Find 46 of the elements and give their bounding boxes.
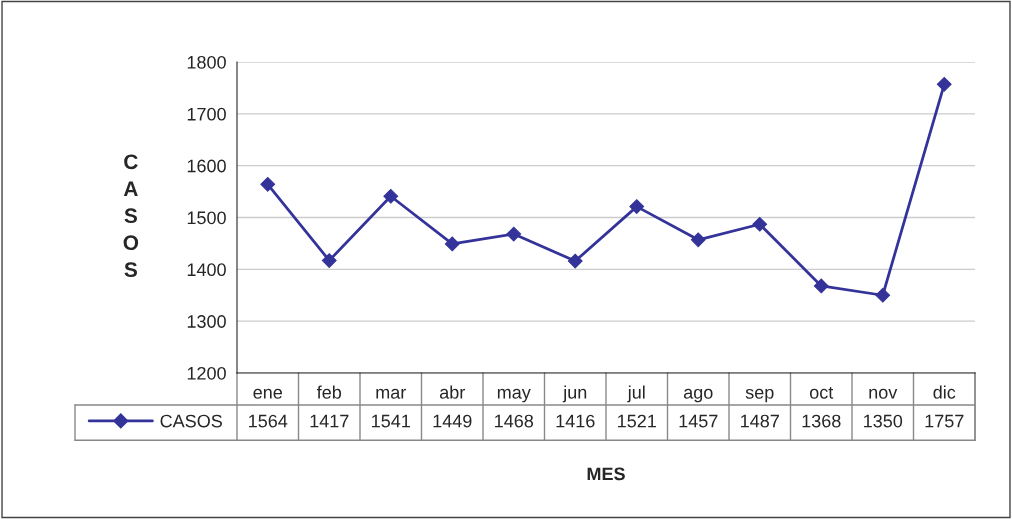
legend-label: CASOS <box>160 414 222 428</box>
x-tick-label: oct <box>809 386 834 399</box>
data-label: 1564 <box>249 414 288 428</box>
point <box>321 253 337 268</box>
x-tick-label: may <box>497 388 531 403</box>
data-label: 1757 <box>925 414 964 428</box>
data-label: 1521 <box>618 414 656 428</box>
x-tick-label: mar <box>376 388 406 399</box>
y-tick-label: 1300 <box>187 315 226 328</box>
data-label: 1487 <box>741 414 779 428</box>
data-label: 1457 <box>679 414 718 428</box>
y-tick-label: 1200 <box>187 366 226 380</box>
x-tick-label: ago <box>683 388 713 403</box>
data-label: 1368 <box>802 414 841 428</box>
point <box>813 278 829 294</box>
data-label: 1468 <box>495 414 534 428</box>
x-tick-label: sep <box>745 388 774 403</box>
data-label: 1350 <box>864 414 903 428</box>
data-label: 1541 <box>372 414 410 428</box>
point <box>444 236 460 252</box>
point <box>260 176 276 192</box>
x-tick-label: dic <box>933 385 956 399</box>
y-tick-label: 1700 <box>187 107 226 121</box>
x-tick-label: nov <box>869 388 898 399</box>
point <box>936 76 952 92</box>
y-axis-title: CASOS <box>123 154 139 278</box>
x-tick-label: feb <box>316 385 342 399</box>
x-tick-label: jul <box>627 385 645 403</box>
point <box>629 199 645 215</box>
y-tick-label: 1400 <box>187 263 226 277</box>
data-label: 1417 <box>310 414 349 428</box>
point <box>567 253 583 269</box>
x-axis-title: MES <box>587 467 625 481</box>
y-tick-label: 1500 <box>187 211 226 225</box>
point <box>383 188 399 204</box>
data-label: 1449 <box>433 414 472 428</box>
y-tick-label: 1800 <box>187 55 226 69</box>
point <box>690 232 706 248</box>
y-tick-label: 1600 <box>187 159 226 173</box>
x-tick-label: abr <box>439 385 465 399</box>
point <box>506 226 522 242</box>
point <box>875 287 891 303</box>
data-label: 1416 <box>556 414 595 428</box>
point <box>752 216 768 232</box>
x-tick-label: jun <box>562 385 587 403</box>
x-tick-label: ene <box>253 388 283 399</box>
